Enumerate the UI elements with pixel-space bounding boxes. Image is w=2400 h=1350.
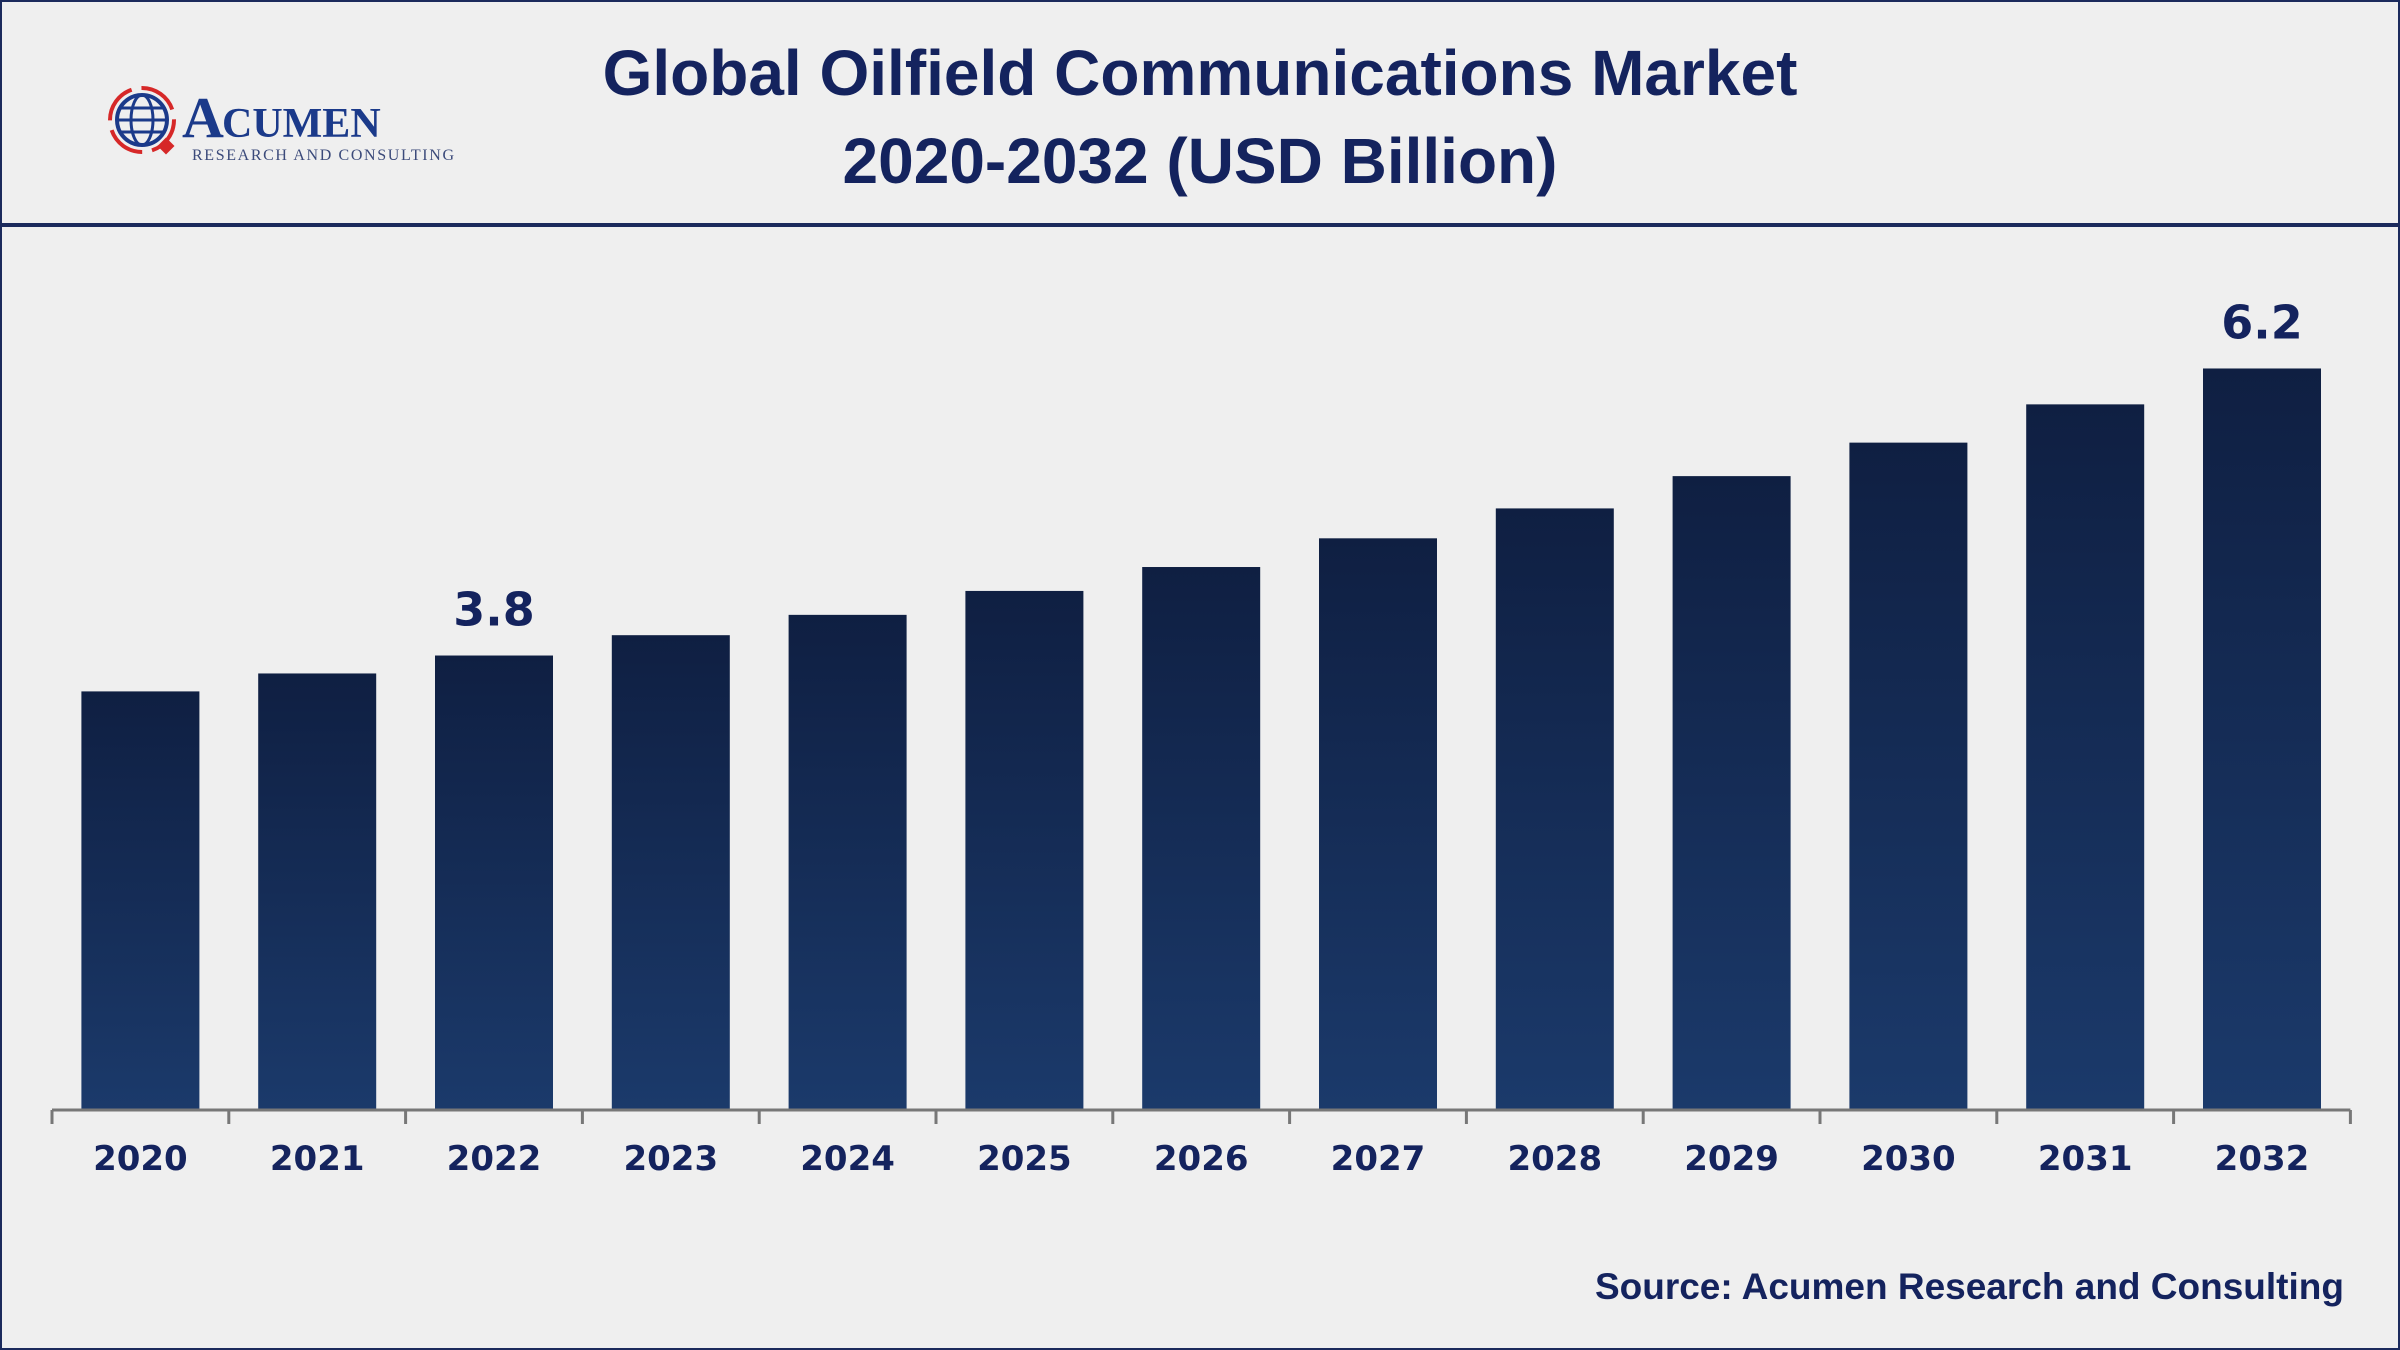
- acumen-logo: A CUMEN RESEARCH AND CONSULTING: [108, 85, 454, 164]
- x-tick-label: 2020: [93, 1139, 188, 1179]
- x-tick-label: 2029: [1684, 1139, 1779, 1179]
- x-tick-label: 2021: [270, 1139, 365, 1179]
- data-label-2022: 3.8: [453, 583, 535, 637]
- x-tick-label: 2028: [1507, 1139, 1602, 1179]
- x-tick-label: 2022: [447, 1139, 542, 1179]
- x-tick-label: 2024: [800, 1139, 895, 1179]
- x-tick-label: 2025: [977, 1139, 1072, 1179]
- chart-title-line2: 2020-2032 (USD Billion): [842, 125, 1558, 197]
- bar-2023: [611, 635, 730, 1110]
- x-tick-label: 2027: [1331, 1139, 1426, 1179]
- bar-2028: [1495, 508, 1614, 1110]
- bar-2029: [1672, 476, 1791, 1110]
- svg-text:RESEARCH AND CONSULTING: RESEARCH AND CONSULTING: [192, 147, 454, 164]
- svg-text:A: A: [182, 85, 224, 150]
- x-tick-label: 2030: [1861, 1139, 1956, 1179]
- chart-title-line1: Global Oilfield Communications Market: [602, 37, 1798, 109]
- x-tick-label: 2026: [1154, 1139, 1249, 1179]
- bar-2020: [81, 691, 200, 1110]
- data-label-2032: 6.2: [2221, 295, 2303, 349]
- x-tick-label: 2023: [623, 1139, 718, 1179]
- bar-2031: [2026, 404, 2145, 1110]
- bar-2021: [258, 673, 377, 1110]
- x-tick-label: 2032: [2215, 1139, 2310, 1179]
- bar-2030: [1849, 442, 1968, 1111]
- source-note: Source: Acumen Research and Consulting: [1594, 1266, 2344, 1307]
- bar-2022: [435, 655, 553, 1110]
- bar-2024: [788, 614, 907, 1110]
- x-tick-label: 2031: [2038, 1139, 2133, 1179]
- header-divider: [0, 223, 2400, 227]
- bar-2025: [965, 590, 1084, 1110]
- bar-2027: [1319, 538, 1437, 1110]
- bar-2026: [1142, 567, 1261, 1110]
- svg-text:CUMEN: CUMEN: [222, 101, 381, 147]
- bar-2032: [2203, 368, 2321, 1111]
